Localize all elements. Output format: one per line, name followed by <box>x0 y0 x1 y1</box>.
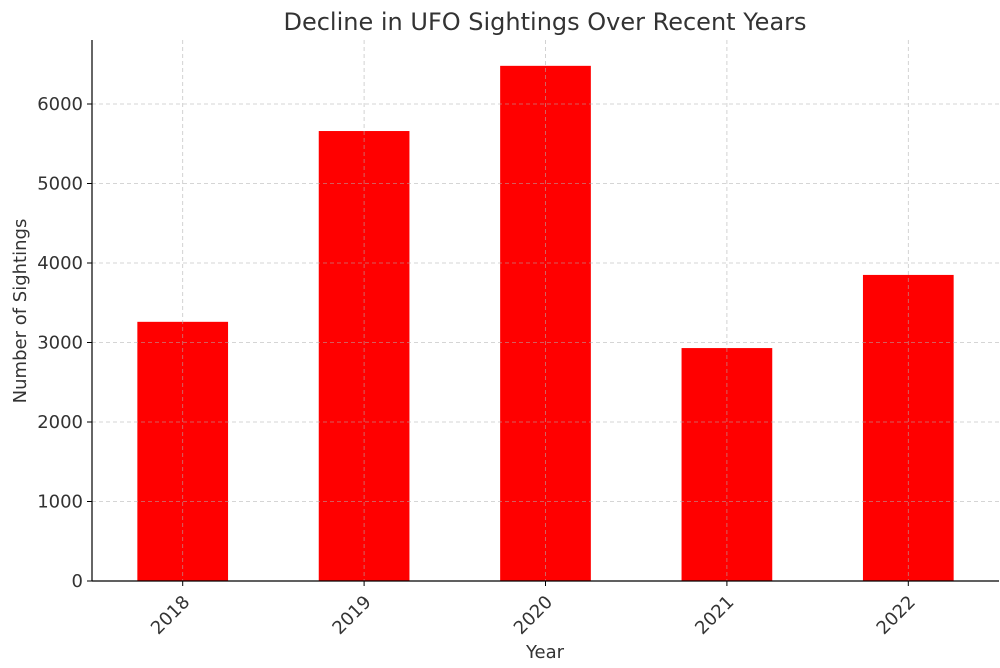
x-tick-label: 2022 <box>873 592 920 639</box>
y-tick-label: 5000 <box>37 173 83 194</box>
y-tick-label: 1000 <box>37 491 83 512</box>
axes: 2018 2019 2020 2021 2022 0 1000 2000 3000 4000 500… <box>37 40 999 639</box>
y-tick-label: 3000 <box>37 332 83 353</box>
y-tick-label: 0 <box>72 571 83 592</box>
x-tick-label: 2019 <box>328 592 375 639</box>
y-tick-label: 4000 <box>37 253 83 274</box>
bar-2018 <box>137 321 229 581</box>
y-axis-label: Number of Sightings <box>10 219 31 404</box>
y-tick-label: 6000 <box>37 94 83 115</box>
x-tick-label: 2020 <box>510 592 557 639</box>
chart-title: Decline in UFO Sightings Over Recent Yea… <box>283 8 806 36</box>
x-tick-label: 2018 <box>147 592 194 639</box>
x-axis-label: Year <box>525 642 565 663</box>
y-tick-label: 2000 <box>37 412 83 433</box>
x-tick-label: 2021 <box>691 592 738 639</box>
